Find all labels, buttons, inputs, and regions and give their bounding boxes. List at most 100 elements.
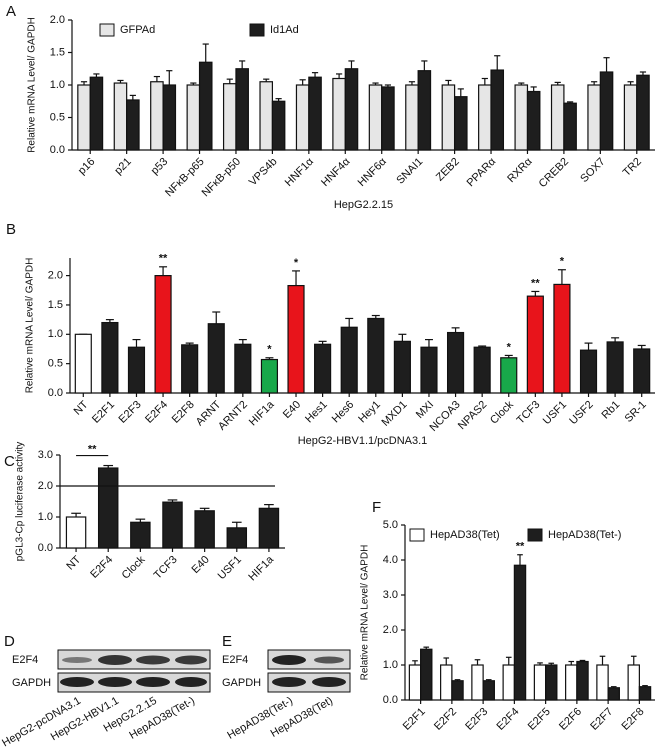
bar	[627, 664, 640, 701]
band	[312, 677, 346, 687]
x-tick-label: ZEB2	[434, 156, 462, 184]
x-tick-label: p16	[76, 156, 97, 177]
bar	[478, 84, 492, 151]
y-axis-label: Relative mRNA Level/ GAPDH	[25, 258, 36, 394]
bar	[441, 84, 456, 151]
legend-swatch	[99, 23, 115, 37]
bar	[258, 507, 280, 549]
bar	[127, 346, 146, 394]
x-axis-label: HepG2-HBV1.1/pcDNA3.1	[298, 435, 428, 447]
x-tick-label: Rb1	[600, 399, 623, 422]
y-axis-label: pGL3-Cp luciferase activity	[15, 442, 26, 562]
bar	[194, 510, 215, 549]
y-tick-label: 1.0	[383, 659, 398, 671]
y-axis-label: Relative mRNA Level/ GAPDH	[27, 17, 38, 153]
bar	[453, 96, 468, 151]
bar	[502, 664, 515, 701]
bar	[367, 317, 385, 394]
panel-letter: B	[6, 221, 16, 238]
bar	[130, 521, 151, 549]
x-tick-label: Clock	[120, 553, 148, 581]
band	[175, 655, 207, 665]
x-tick-label: HNF6α	[356, 155, 390, 189]
band	[62, 657, 92, 663]
blot-e: E E2F4 GAPDH HepAD38(Tet-) HepAD38(Tet)	[222, 633, 351, 742]
x-tick-label: p53	[149, 156, 170, 177]
bar	[89, 76, 104, 151]
significance: **	[159, 253, 168, 265]
bar	[393, 340, 411, 394]
bar	[623, 84, 638, 151]
x-tick-label: HIF1a	[246, 553, 276, 583]
bar	[482, 680, 495, 701]
bar	[638, 686, 652, 701]
bar	[150, 81, 164, 151]
bar	[473, 346, 491, 394]
x-tick-label: SOX7	[578, 156, 607, 185]
legend-label: HepAD38(Tet)	[430, 529, 500, 541]
bar	[500, 357, 518, 394]
x-tick-label: VPS4b	[247, 156, 280, 189]
bar	[77, 84, 91, 151]
x-tick-label: E2F4	[143, 399, 170, 426]
bar	[287, 284, 305, 394]
y-tick-label: 1.5	[50, 46, 65, 58]
bar	[607, 687, 620, 701]
band	[272, 677, 306, 687]
x-tick-label: E2F7	[588, 706, 615, 733]
legend-label: Id1Ad	[270, 24, 299, 36]
bar	[271, 100, 286, 151]
significance: **	[88, 443, 97, 455]
y-axis-label: Relative mRNA Level/ GAPDH	[360, 545, 371, 681]
panel-letter: C	[4, 453, 15, 470]
bar	[198, 61, 213, 151]
bar	[344, 68, 359, 151]
y-tick-label: 2.0	[38, 480, 53, 492]
bar	[471, 664, 484, 701]
x-tick-label: MXI	[414, 399, 436, 421]
bar	[490, 69, 505, 151]
panel-letter: A	[6, 3, 16, 20]
bar	[332, 77, 346, 151]
x-tick-label: RXRα	[505, 155, 535, 185]
x-tick-label: Hes6	[330, 399, 357, 426]
x-tick-label: E2F8	[619, 706, 646, 733]
x-tick-label: E2F3	[117, 399, 144, 426]
bar	[599, 71, 614, 151]
y-tick-label: 1.5	[48, 299, 63, 311]
bar	[550, 84, 565, 151]
x-tick-label: E2F4	[88, 554, 115, 581]
x-tick-label: Hes1	[303, 399, 330, 426]
y-tick-label: 1.0	[38, 511, 53, 523]
x-tick-label: SR-1	[623, 399, 649, 425]
x-tick-label: PPARα	[465, 155, 499, 189]
bar	[113, 82, 128, 151]
band-label: E2F4	[222, 654, 248, 666]
x-tick-label: USF1	[216, 554, 244, 582]
y-tick-label: 1.0	[50, 79, 65, 91]
bar	[446, 331, 465, 394]
x-tick-label: p21	[112, 156, 133, 177]
x-tick-label: TR2	[621, 156, 644, 179]
x-tick-label: E2F4	[494, 706, 521, 733]
legend-label: HepAD38(Tet-)	[548, 529, 621, 541]
x-tick-label: E2F6	[557, 706, 584, 733]
bar	[186, 84, 201, 151]
bar	[417, 70, 432, 151]
bar	[526, 90, 541, 151]
x-tick-label: HNF4α	[319, 155, 353, 189]
x-tick-label: TCF3	[515, 399, 543, 427]
bar	[162, 501, 183, 549]
bar	[97, 467, 119, 549]
band-label: GAPDH	[222, 677, 261, 689]
band	[136, 655, 170, 665]
bar	[65, 516, 87, 549]
bar	[526, 295, 544, 394]
bar	[340, 326, 358, 394]
x-tick-label: E2F1	[90, 399, 117, 426]
y-tick-label: 0.5	[50, 111, 65, 123]
bar	[222, 83, 237, 151]
legend-swatch	[249, 23, 265, 37]
bar	[126, 99, 140, 151]
